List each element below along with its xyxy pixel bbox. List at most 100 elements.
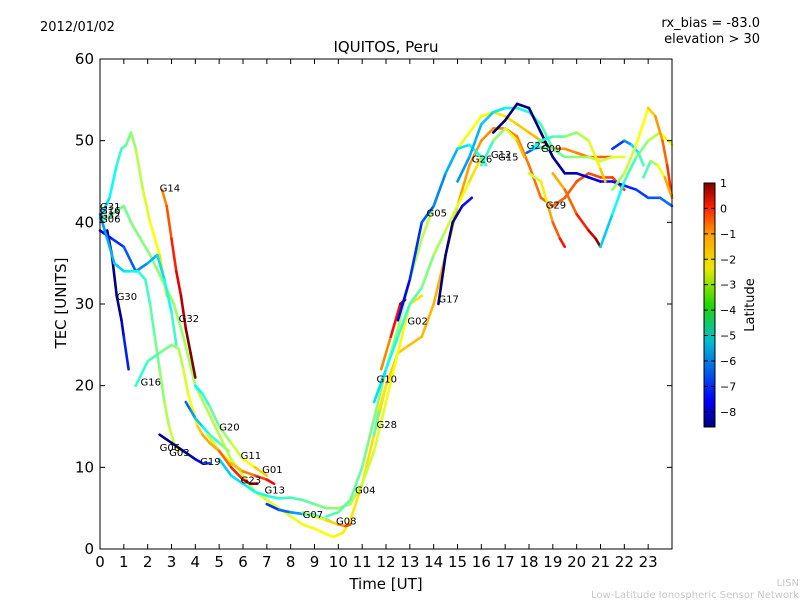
series-g23-segment [208,441,221,453]
series-g26-segment [515,106,531,114]
series-g09-segment [563,131,579,138]
series-lines [98,102,674,539]
series-g14-segment [189,351,197,379]
axes: 0 1 2 3 4 5 6 7 8 9 10 11 12 13 14 15 16 17 18 19 20 21 22 2301… [75,50,673,571]
x-tick-label: 13 [400,553,419,571]
y-tick-label: 40 [75,213,94,231]
series-g29-segment [551,221,562,240]
x-tick-label: 7 [262,553,272,571]
series-g29-segment [546,204,555,224]
series-g26-segment [456,155,471,183]
series-g21-segment [611,139,626,151]
series-g18-segment [622,143,638,175]
colorbar-tick-label: 1 [720,177,727,190]
series-g18-segment [611,172,626,191]
series-g14-segment [170,237,178,273]
x-tick-label: 9 [310,553,320,571]
series-g10-segment [456,180,471,208]
series-g03-segment [177,347,185,371]
y-tick-label: 0 [84,540,94,558]
series-label-g20: G20 [219,423,239,434]
series-g06-segment [105,237,116,265]
series-g03-segment [201,433,211,445]
series-g03-segment [146,351,161,363]
series-g11-segment [201,392,211,408]
series-g29-segment [539,180,550,208]
series-g30-segment [120,318,126,339]
series-g31-segment [108,163,118,200]
series-g09-segment [587,139,598,159]
series-g32-segment [110,204,126,216]
series-g15-segment [515,102,531,110]
y-axis-label: TEC [UNITS] [52,258,70,350]
series-g11-segment [194,384,204,396]
series-g13-segment [241,482,257,494]
series-g03-segment [170,343,180,351]
series-g32-segment [396,343,412,355]
series-g13-segment [265,494,281,500]
x-tick-label: 11 [353,553,372,571]
series-g32-segment [139,237,152,257]
x-tick-label: 1 [119,553,129,571]
series-g17-segment [437,253,447,306]
series-g19-segment [170,441,185,453]
x-tick-label: 0 [95,553,105,571]
series-g26-segment [468,123,483,159]
series-g24-segment [587,229,598,240]
series-g07-segment [289,510,304,516]
series-g12-segment [503,127,519,142]
series-g32-segment [420,302,436,339]
x-tick-label: 3 [167,553,177,571]
series-g14-segment [160,188,168,208]
series-g32-segment [479,127,495,142]
series-g10-segment [420,253,436,290]
series-g13-segment [360,449,376,486]
series-g15-segment [527,106,543,134]
series-g04-segment [468,114,483,134]
series-g10-segment [384,335,400,371]
series-label-g23: G23 [241,476,261,487]
series-label-g11: G11 [241,451,261,462]
series-g09-segment [539,135,555,142]
series-label-g06: G06 [100,214,120,225]
rx-bias-label: rx_bias = -83.0 [661,16,760,31]
series-label-g14: G14 [160,183,180,194]
series-g18-segment [661,139,669,167]
series-label-g13: G13 [265,486,285,497]
series-g01-segment [241,470,257,477]
series-g10-segment [408,286,424,306]
series-g32-segment [551,196,567,208]
series-g13-segment [217,457,233,477]
series-g31-segment [124,131,133,147]
series-g07-segment [277,508,293,514]
x-tick-label: 14 [424,553,443,571]
x-tick-label: 6 [238,553,248,571]
colorbar-tick-label: −3 [720,279,736,292]
series-label-g28: G28 [377,420,397,431]
series-g14-segment [175,269,183,298]
series-g32-segment [172,302,185,339]
series-g21-segment [622,139,633,147]
x-tick-label: 2 [143,553,153,571]
series-g05-segment [408,221,424,281]
colorbar-tick-label: −7 [720,380,736,393]
series-g05-segment [468,143,483,159]
series-g29-segment [558,237,567,249]
series-g06-segment [163,400,171,428]
series-g14-segment [179,294,188,330]
series-g13-segment [384,351,400,404]
series-label-g32: G32 [100,210,120,221]
series-g09-segment [599,168,607,183]
series-label-g32: G32 [179,314,199,325]
series-g15-segment [634,188,650,200]
series-g20-segment [222,445,230,453]
series-g17-segment [460,196,474,208]
series-g04-segment [360,416,376,469]
colorbar-tick-label: −6 [720,355,736,368]
series-g13-segment [348,482,364,506]
plot-area [100,59,672,549]
series-g13-segment [289,496,304,502]
x-tick-label: 15 [448,553,467,571]
colorbar-tick-label: −2 [720,253,736,266]
